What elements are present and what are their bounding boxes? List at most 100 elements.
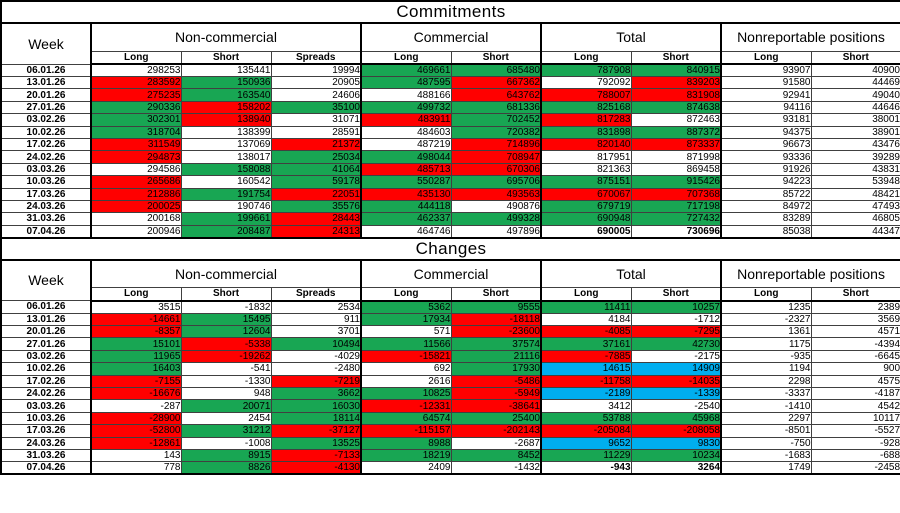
value-cell: -287 <box>90 399 182 413</box>
value-cell: 49040 <box>810 88 900 102</box>
value-cell: 21116 <box>450 349 542 364</box>
value-cell: 294873 <box>90 150 182 164</box>
value-cell: 21372 <box>270 137 362 152</box>
value-cell: 44347 <box>810 224 900 239</box>
value-cell: 92941 <box>720 88 812 102</box>
value-cell: 47493 <box>810 199 900 214</box>
table-row: 13.01.26 -14661 15495 911 17934 -18118 4184 -17… <box>0 312 900 327</box>
value-cell: 31071 <box>270 113 362 127</box>
value-cell: 14909 <box>630 362 722 376</box>
value-cell: 887372 <box>630 125 722 139</box>
value-cell: -16676 <box>90 387 182 401</box>
value-cell: 1235 <box>720 300 812 314</box>
value-cell: 1175 <box>720 337 812 351</box>
value-cell: -2458 <box>810 461 900 475</box>
table-row: 07.04.26 778 8826 -4130 2409 -1432 -943 3264 174… <box>0 461 900 475</box>
value-cell: 4542 <box>810 399 900 413</box>
value-cell: 571 <box>360 325 452 339</box>
value-cell: 490876 <box>450 199 542 214</box>
value-cell: 275235 <box>90 88 182 102</box>
value-cell: 488166 <box>360 88 452 102</box>
value-cell: 38901 <box>810 125 900 139</box>
value-cell: 469661 <box>360 63 452 77</box>
value-cell: -7219 <box>270 374 362 389</box>
value-cell: 839203 <box>630 75 722 90</box>
value-cell: -15821 <box>360 349 452 364</box>
value-cell: 10825 <box>360 387 452 401</box>
week-cell: 07.04.26 <box>0 224 92 239</box>
week-cell: 10.03.26 <box>0 411 92 426</box>
table-row: 17.03.26 -52800 31212 -37127 -115157 -202143-… <box>0 424 900 438</box>
column-header-short: Short <box>450 50 542 65</box>
value-cell: 37161 <box>540 337 632 351</box>
value-cell: 493563 <box>450 187 542 201</box>
value-cell: 18114 <box>270 411 362 426</box>
value-cell: 200025 <box>90 199 182 214</box>
value-cell: 191754 <box>180 187 272 201</box>
value-cell: 28443 <box>270 212 362 226</box>
week-cell: 17.03.26 <box>0 424 92 438</box>
value-cell: -11758 <box>540 374 632 389</box>
value-cell: 487219 <box>360 137 452 152</box>
value-cell: -205084 <box>540 424 632 438</box>
group-header-nonreportable: Nonreportable positions <box>720 22 900 52</box>
value-cell: -943 <box>540 461 632 475</box>
value-cell: 498044 <box>360 150 452 164</box>
value-cell: 667362 <box>450 75 542 90</box>
value-cell: 35100 <box>270 100 362 115</box>
week-cell: 17.02.26 <box>0 374 92 389</box>
value-cell: 53948 <box>810 175 900 189</box>
table-row: 31.03.26 143 8915 -7133 18219 8452 11229 10234-… <box>0 448 900 463</box>
week-cell: 03.02.26 <box>0 113 92 127</box>
value-cell: 485713 <box>360 162 452 177</box>
table-row: 17.03.26 212886 191754 22051 435130 493563 670… <box>0 187 900 201</box>
value-cell: 25400 <box>450 411 542 426</box>
column-header-long: Long <box>90 287 182 302</box>
value-cell: 730696 <box>630 224 722 239</box>
value-cell: 10117 <box>810 411 900 426</box>
value-cell: 685480 <box>450 63 542 77</box>
commitments-table-body: 06.01.26 298253 135441 19994 469661 685480 787… <box>0 63 900 239</box>
week-cell: 10.03.26 <box>0 175 92 189</box>
column-header-short: Short <box>810 287 900 302</box>
commitments-subheader-row: Long Short Spreads Long Short Long Short Long Sh… <box>1 50 900 65</box>
table-row: 20.01.26 -8357 12604 3701 571 -23600 -4085 -729… <box>0 325 900 339</box>
value-cell: 690005 <box>540 224 632 239</box>
value-cell: 702452 <box>450 113 542 127</box>
week-cell: 06.01.26 <box>0 63 92 77</box>
value-cell: -115157 <box>360 424 452 438</box>
value-cell: 13525 <box>270 436 362 451</box>
value-cell: -7295 <box>630 325 722 339</box>
value-cell: 43831 <box>810 162 900 177</box>
value-cell: 720382 <box>450 125 542 139</box>
value-cell: -3337 <box>720 387 812 401</box>
commitments-title: Commitments <box>1 1 900 24</box>
column-header-short: Short <box>180 50 272 65</box>
value-cell: -6645 <box>810 349 900 364</box>
value-cell: 16403 <box>90 362 182 376</box>
value-cell: 91926 <box>720 162 812 177</box>
value-cell: 840915 <box>630 63 722 77</box>
value-cell: 2534 <box>270 300 362 314</box>
value-cell: 484603 <box>360 125 452 139</box>
value-cell: 138399 <box>180 125 272 139</box>
value-cell: -541 <box>180 362 272 376</box>
group-header-commercial: Commercial <box>360 259 542 289</box>
value-cell: 483911 <box>360 113 452 127</box>
column-header-spreads: Spreads <box>270 287 362 302</box>
value-cell: 96673 <box>720 137 812 152</box>
value-cell: 817951 <box>540 150 632 164</box>
value-cell: 911 <box>270 312 362 327</box>
value-cell: 435130 <box>360 187 452 201</box>
week-cell: 03.03.26 <box>0 399 92 413</box>
value-cell: 200946 <box>90 224 182 239</box>
commitments-table: Commitments Week Non-commercial Commerci… <box>0 0 900 239</box>
changes-section: Changes Week Non-commercial Commercial T… <box>0 238 900 476</box>
value-cell: 670306 <box>450 162 542 177</box>
value-cell: -2687 <box>450 436 542 451</box>
value-cell: 93907 <box>720 63 812 77</box>
commitments-section: Commitments Week Non-commercial Commerci… <box>0 0 900 239</box>
value-cell: 37574 <box>450 337 542 351</box>
value-cell: 53788 <box>540 411 632 426</box>
value-cell: 143 <box>90 448 182 463</box>
